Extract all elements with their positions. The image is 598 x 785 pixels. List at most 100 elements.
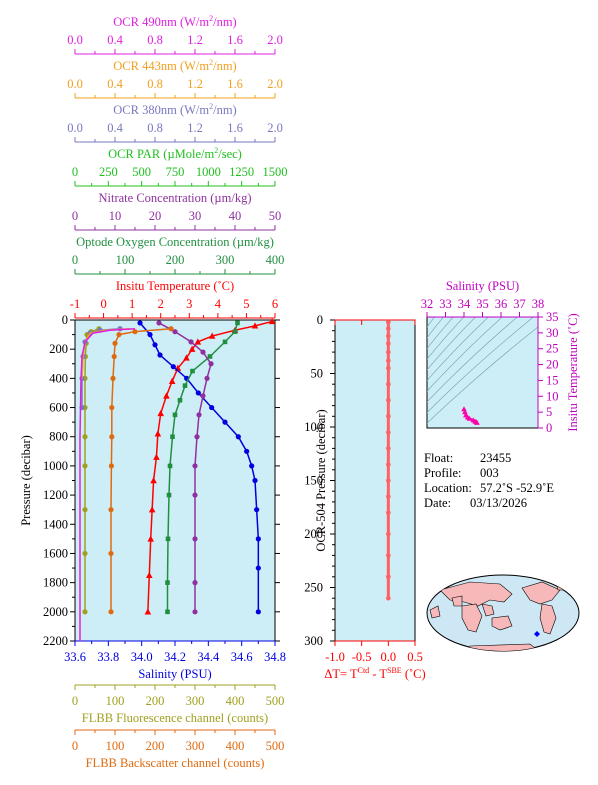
series-line: [79, 328, 136, 641]
axis-tick-label: 1.6: [227, 121, 243, 135]
axis-tick-label: 0.4: [107, 121, 123, 135]
series-line: [147, 320, 273, 612]
ts-temp-tick-label: 15: [546, 373, 559, 387]
axis-tick-label: 5: [243, 297, 249, 311]
axis-tick-label: 34.4: [197, 650, 220, 664]
axis-tick-label: 400: [226, 739, 245, 753]
axis-tick-label: 1.2: [187, 121, 203, 135]
main-plot-area: 0 200 400 600 800 1000 1200 1400 1600 1800 2000 220…: [19, 313, 280, 648]
data-point: [209, 404, 215, 411]
profile-value: 003: [480, 466, 499, 480]
dt-pressure-tick-label: 300: [304, 634, 323, 648]
pressure-tick-label: 0: [62, 313, 68, 327]
series-line: [166, 322, 239, 612]
axis-tick-label: 0: [100, 297, 106, 311]
axis-tick-label: 2.0: [267, 77, 283, 91]
sigma-contour: [427, 326, 538, 424]
axis-title: FLBB Fluorescence channel (counts): [82, 711, 268, 725]
ts-temp-tick-label: 0: [546, 421, 552, 435]
sigma-contour: [427, 317, 477, 371]
data-point: [82, 609, 88, 615]
data-point: [109, 434, 115, 440]
data-point: [192, 463, 198, 469]
data-point: [116, 331, 122, 338]
axis-tick-label: 2.0: [267, 33, 283, 47]
dt-data-point: [386, 494, 391, 499]
axis-title: OCR 380nm (W/m2/nm): [113, 102, 236, 117]
axis-title: OCR 490nm (W/m2/nm): [113, 14, 236, 29]
axis-tick-label: 20: [149, 209, 162, 223]
axis-tick-label: 1.2: [187, 33, 203, 47]
location-value: 57.2˚S -52.9˚E: [480, 481, 554, 495]
data-point: [204, 375, 210, 381]
axis-tick-label: 0.4: [107, 33, 123, 47]
pressure-tick-label: 800: [49, 430, 68, 444]
data-point: [170, 434, 175, 440]
data-point: [137, 320, 143, 326]
dt-pressure-axis-title: OCR-504 Pressure (decibar): [314, 409, 328, 551]
dt-data-point: [386, 574, 391, 580]
pressure-tick-label: 2000: [43, 605, 68, 619]
data-point: [208, 361, 214, 367]
ts-data-point: [466, 415, 473, 421]
pressure-tick-label: 200: [49, 342, 68, 356]
bottom-axis-fluor: 0 100 200 300 400 500 FLBB Fluorescence channe…: [72, 684, 284, 725]
axis-tick-label: 100: [106, 739, 125, 753]
sigma-contour: [427, 317, 534, 414]
data-point: [157, 409, 165, 417]
landmass: [481, 603, 495, 617]
sigma-contour: [427, 317, 454, 350]
data-point: [153, 453, 160, 460]
data-point: [144, 608, 152, 615]
pressure-tick-label: 1800: [43, 576, 68, 590]
axis-tick-label: 0: [72, 694, 78, 708]
sigma-contour: [427, 317, 465, 360]
data-point: [192, 580, 198, 586]
data-point: [194, 434, 200, 440]
dt-x-tick-label: 0.0: [381, 650, 397, 664]
ts-sal-tick-label: 37: [513, 297, 526, 311]
data-point: [165, 580, 170, 585]
axis-tick-label: 33.8: [97, 650, 119, 664]
series-ocr490: [79, 328, 136, 641]
data-point: [207, 354, 213, 359]
data-point: [188, 339, 194, 345]
axis-tick-label: 0.8: [147, 77, 163, 91]
landmass: [451, 595, 463, 607]
dt-x-tick-label: -0.5: [352, 650, 372, 664]
pressure-tick-label: 600: [49, 401, 68, 415]
dt-x-tick-label: 0.5: [407, 650, 423, 664]
axis-tick-label: 500: [132, 165, 151, 179]
axis-tick-label: 34.6: [231, 650, 253, 664]
axis-title: Optode Oxygen Concentration (µm/kg): [76, 235, 274, 249]
data-point: [222, 419, 228, 425]
dt-data-point: [386, 446, 391, 451]
dt-data-point: [386, 349, 391, 355]
pressure-tick-label: 1200: [43, 488, 68, 502]
ts-temp-tick-label: 35: [546, 310, 559, 324]
dt-data-point: [386, 381, 391, 387]
data-point: [232, 329, 238, 334]
data-point: [167, 463, 173, 469]
series-sal: [137, 320, 261, 615]
ts-temp-tick-label: 25: [546, 342, 559, 356]
axis-tick-label: 33.6: [64, 650, 86, 664]
data-point: [132, 329, 138, 335]
axis-tick-label: 0: [72, 209, 78, 223]
data-point: [163, 392, 170, 399]
ts-temp-tick-label: 30: [546, 326, 559, 340]
dt-data-point: [386, 430, 391, 435]
data-point: [192, 492, 198, 498]
dt-data-point: [386, 595, 391, 601]
landmass: [429, 605, 441, 619]
data-point: [192, 536, 198, 542]
top-axis-nitrate: 0 10 20 30 40 50 Nitrate Concentration (µm/kg): [72, 191, 281, 231]
dt-data-point: [386, 414, 391, 419]
axis-tick-label: 750: [166, 165, 185, 179]
data-point: [108, 463, 114, 469]
data-point: [111, 353, 117, 360]
axis-tick-label: 0.0: [67, 121, 83, 135]
data-point: [249, 463, 255, 469]
axis-tick-label: 2: [158, 297, 164, 311]
